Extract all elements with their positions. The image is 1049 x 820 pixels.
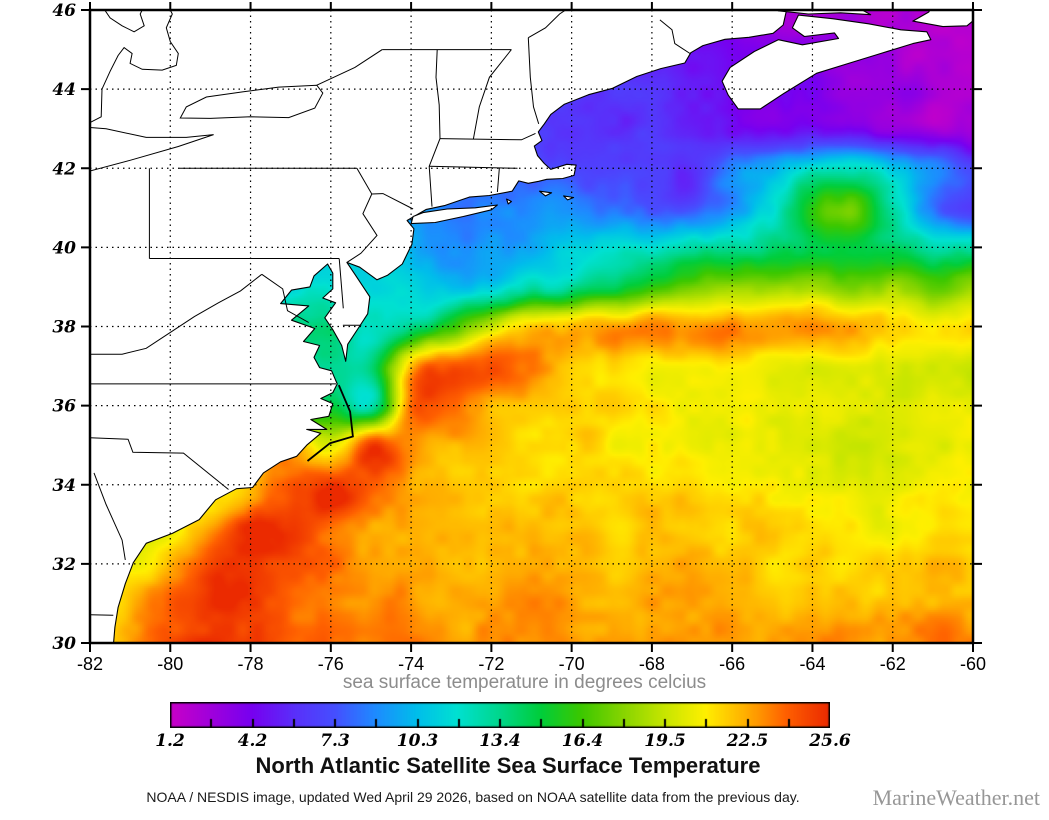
va-wv-ridge-line xyxy=(90,273,263,355)
x-axis-label--62: -62 xyxy=(880,654,906,674)
nj-ny-border xyxy=(371,193,414,210)
y-axis-label-42: 42 xyxy=(52,159,76,179)
footer-credit: NOAA / NESDIS image, updated Wed April 2… xyxy=(146,789,800,805)
x-axis-label--76: -76 xyxy=(318,654,344,674)
lake-ontario xyxy=(179,84,324,119)
y-axis-label-32: 32 xyxy=(52,555,76,575)
land-layer xyxy=(90,10,973,643)
graticule xyxy=(90,10,973,643)
ma-nh-border xyxy=(439,132,536,141)
colorbar-label-4.2: 4.2 xyxy=(237,731,268,751)
x-axis-label--80: -80 xyxy=(157,654,183,674)
marthas-vineyard xyxy=(538,190,553,197)
colorbar-label-7.3: 7.3 xyxy=(320,731,350,751)
y-axis-label-46: 46 xyxy=(52,1,76,21)
y-axis-label-34: 34 xyxy=(52,476,76,496)
y-axis-label-36: 36 xyxy=(52,397,76,417)
potomac-river xyxy=(261,273,309,323)
y-axis-label-44: 44 xyxy=(52,80,76,100)
colorbar-label-16.4: 16.4 xyxy=(561,731,604,751)
x-axis-label--64: -64 xyxy=(799,654,825,674)
x-axis-label--60: -60 xyxy=(960,654,986,674)
colorbar-label-25.6: 25.6 xyxy=(809,731,851,751)
watermark-brand: MarineWeather.net xyxy=(872,785,1040,810)
nh-me-border xyxy=(527,37,540,125)
colorbar-label-19.5: 19.5 xyxy=(644,731,686,751)
page-title: North Atlantic Satellite Sea Surface Tem… xyxy=(255,753,761,778)
me-qc-border xyxy=(528,10,567,39)
colorbar-caption: sea surface temperature in degrees celci… xyxy=(342,672,707,693)
georgian-bay-north-shore xyxy=(104,10,145,33)
outer-banks xyxy=(306,384,354,462)
st-lawrence-river xyxy=(316,49,383,86)
y-axis-label-30: 30 xyxy=(52,634,76,654)
nantucket xyxy=(563,195,575,201)
long-island xyxy=(410,204,498,225)
block-island xyxy=(506,198,512,205)
nova-scotia xyxy=(721,14,932,110)
mainland-northeast-us-canada xyxy=(90,10,788,643)
ga-fl-border xyxy=(90,614,114,616)
colorbar-label-13.4: 13.4 xyxy=(479,731,521,751)
x-axis-label--82: -82 xyxy=(77,654,103,674)
ct-ri-border xyxy=(496,167,500,193)
sc-ga-border xyxy=(93,472,126,560)
colorbar-label-22.5: 22.5 xyxy=(726,731,769,751)
x-axis-label--72: -72 xyxy=(478,654,504,674)
x-axis-label--70: -70 xyxy=(559,654,585,674)
colorbar xyxy=(170,702,830,728)
me-nb-border xyxy=(659,19,691,54)
de-md-border xyxy=(338,258,344,309)
y-axis-label-38: 38 xyxy=(52,318,76,338)
lake-erie xyxy=(90,127,214,172)
y-axis-label-40: 40 xyxy=(52,238,76,258)
delaware-river xyxy=(346,168,378,263)
x-axis-label--74: -74 xyxy=(398,654,424,674)
colorbar-label-10.3: 10.3 xyxy=(396,731,439,751)
ny-newengland-border xyxy=(428,49,441,207)
x-axis-label--78: -78 xyxy=(238,654,264,674)
lake-huron-georgian-bay-shore xyxy=(90,10,179,124)
x-axis-label--66: -66 xyxy=(719,654,745,674)
nc-sc-border xyxy=(90,437,229,490)
axis-ticks xyxy=(81,2,982,652)
vt-nh-border xyxy=(472,49,512,140)
x-axis-label--68: -68 xyxy=(639,654,665,674)
colorbar-label-1.2: 1.2 xyxy=(155,731,185,751)
